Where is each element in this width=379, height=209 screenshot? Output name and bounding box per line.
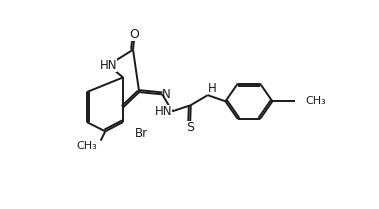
Text: H: H [208, 82, 216, 95]
Text: HN: HN [100, 59, 117, 72]
Text: Br: Br [135, 127, 148, 140]
Text: O: O [130, 28, 139, 41]
Text: HN: HN [155, 105, 172, 118]
Text: S: S [186, 121, 194, 134]
Text: CH₃: CH₃ [305, 96, 326, 106]
Text: N: N [162, 88, 171, 101]
Text: CH₃: CH₃ [77, 141, 97, 151]
